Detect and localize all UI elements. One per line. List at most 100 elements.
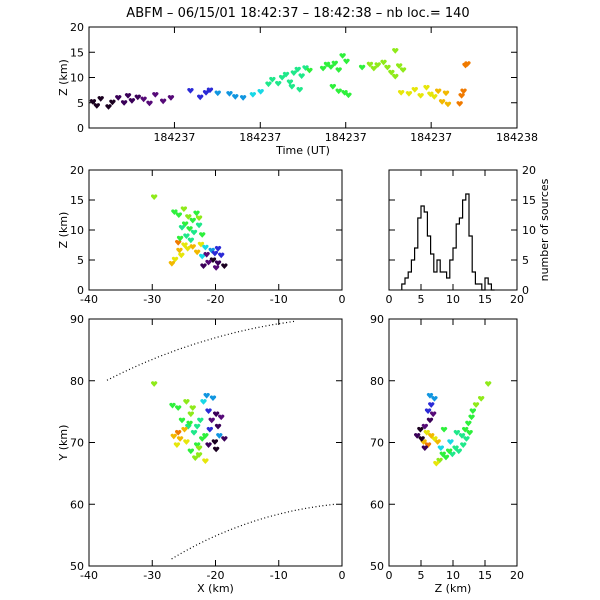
x-z-point <box>200 263 207 269</box>
time-height-point <box>197 94 204 101</box>
x-z-xtick-label: 0 <box>339 293 346 306</box>
time-height-ytick-label: 0 <box>77 122 84 135</box>
z-y-point <box>414 433 421 439</box>
range-rings <box>104 320 334 560</box>
time-height-point <box>140 96 147 103</box>
x-y-axes: -40 -30 -20 -10 0 50 60 70 80 90 X (km) Y (km) <box>57 313 346 595</box>
x-z-xtick-label: -40 <box>80 293 98 306</box>
time-height-point <box>146 100 153 107</box>
z-y-point <box>463 436 470 442</box>
x-z-ytick-label: 5 <box>77 254 84 267</box>
time-height-point <box>120 100 128 106</box>
x-z-point <box>175 239 182 246</box>
z-y-point <box>430 411 437 418</box>
time-height-point <box>159 98 167 105</box>
time-height-point <box>275 80 282 87</box>
x-y-point <box>202 433 209 439</box>
time-height-point <box>341 90 348 96</box>
time-height-point <box>306 67 313 74</box>
x-y-point <box>183 439 190 445</box>
time-height-point <box>294 66 301 73</box>
time-height-point <box>89 99 97 105</box>
z-y-xtick-label: 10 <box>446 569 460 582</box>
x-z-point <box>208 247 215 254</box>
x-y-point <box>192 455 199 461</box>
z-y-point <box>469 408 476 415</box>
time-height-point <box>358 64 366 71</box>
time-height-point <box>323 61 331 68</box>
z-y-point <box>418 436 425 442</box>
time-height-point <box>392 73 399 80</box>
figure-title: ABFM – 06/15/01 18:42:37 – 18:42:38 – nb… <box>126 6 469 21</box>
time-height-point <box>399 67 407 73</box>
x-y-points <box>151 381 228 465</box>
x-z-point <box>168 260 176 267</box>
time-height-ytick-label: 20 <box>70 21 84 34</box>
z-y-point <box>433 460 440 467</box>
x-z-point <box>197 241 205 248</box>
z-y-xtick-label: 20 <box>510 569 524 582</box>
z-y-point <box>440 426 448 433</box>
x-z-point <box>218 252 225 259</box>
z-y-xlabel: Z (km) <box>435 582 472 595</box>
x-y-ytick-label: 50 <box>70 560 84 573</box>
x-y-point <box>183 399 190 405</box>
z-y-point <box>468 414 475 421</box>
histogram-steps <box>401 193 495 291</box>
time-height-point <box>239 95 247 101</box>
time-height-frame <box>88 26 518 129</box>
x-z-point <box>181 221 189 227</box>
x-y-point <box>178 417 186 424</box>
x-z-point <box>195 222 203 229</box>
x-y-point <box>205 408 212 415</box>
time-height-point <box>202 90 210 96</box>
x-z-point <box>180 206 188 212</box>
time-height-point <box>366 61 374 68</box>
time-height-point <box>423 84 430 91</box>
x-y-point <box>195 445 203 452</box>
x-z-ytick-label: 20 <box>70 164 84 177</box>
x-y-xtick-label: -30 <box>143 569 161 582</box>
z-y-point <box>428 433 435 439</box>
x-z-points <box>151 194 228 271</box>
x-y-point <box>218 414 225 421</box>
x-z-point <box>171 209 178 215</box>
time-height-xlabel: Time (UT) <box>275 144 330 157</box>
time-height-point <box>464 61 471 67</box>
time-height-point <box>427 91 434 98</box>
z-y-xtick-label: 0 <box>386 569 393 582</box>
x-z-point <box>176 235 184 242</box>
z-y-ytick-label: 70 <box>370 437 384 450</box>
time-height-point <box>335 88 342 95</box>
x-y-point <box>173 442 181 448</box>
histogram-xtick-label: 5 <box>418 293 425 306</box>
x-z-axes: -40 -30 -20 -10 0 0 5 10 15 20 Z (km) <box>57 164 346 306</box>
time-height-ytick-label: 15 <box>70 46 84 59</box>
time-height-point <box>232 94 239 100</box>
x-z-point <box>203 251 210 258</box>
z-y-point <box>466 430 473 436</box>
time-height-point <box>431 94 438 100</box>
time-height-point <box>388 69 395 76</box>
x-y-point <box>199 436 206 442</box>
x-z-point <box>193 210 200 217</box>
histogram-ytick-label: 15 <box>522 194 536 207</box>
time-height-point <box>345 92 352 99</box>
x-z-point <box>212 265 220 271</box>
x-y-point <box>170 433 177 440</box>
x-z-point <box>187 237 194 244</box>
z-y-point <box>458 433 466 439</box>
z-y-point <box>426 417 434 424</box>
x-y-point <box>202 458 209 465</box>
time-height-point <box>128 98 136 104</box>
z-y-ytick-label: 80 <box>370 375 384 388</box>
x-z-point <box>189 217 196 224</box>
x-y-point <box>205 442 212 448</box>
time-height-point <box>109 99 116 106</box>
z-y-ytick-label: 50 <box>370 560 384 573</box>
z-y-point <box>460 442 467 448</box>
x-z-point <box>221 263 228 269</box>
z-y-point <box>442 454 450 461</box>
z-y-point <box>423 430 430 436</box>
x-y-point <box>175 405 182 411</box>
